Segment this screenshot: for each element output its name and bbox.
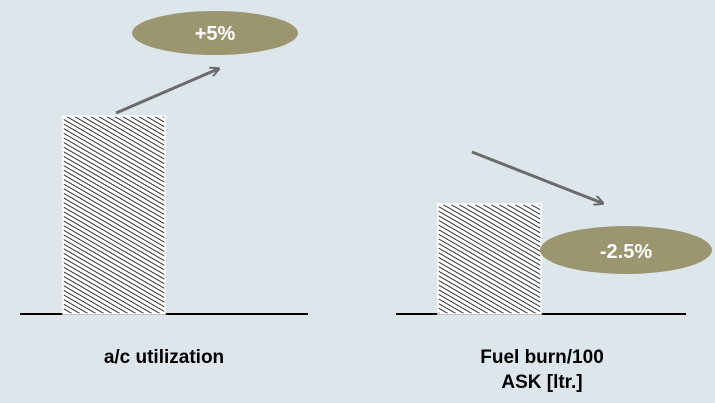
left-category-label: a/c utilization bbox=[34, 345, 294, 370]
right-category-line2: ASK [ltr.] bbox=[501, 372, 583, 393]
right-change-badge bbox=[540, 226, 712, 274]
left-bar bbox=[62, 115, 166, 315]
right-trend-arrow bbox=[471, 150, 602, 203]
right-bar bbox=[437, 203, 542, 315]
left-category-text: a/c utilization bbox=[103, 347, 225, 368]
left-change-label: +5% bbox=[195, 23, 236, 45]
left-change-badge bbox=[132, 11, 298, 55]
left-trend-arrow bbox=[115, 69, 218, 115]
right-change-label: -2.5% bbox=[600, 241, 652, 263]
right-category-label: Fuel burn/100 ASK [ltr.] bbox=[412, 345, 672, 395]
right-category-line1: Fuel burn/100 bbox=[480, 347, 604, 368]
